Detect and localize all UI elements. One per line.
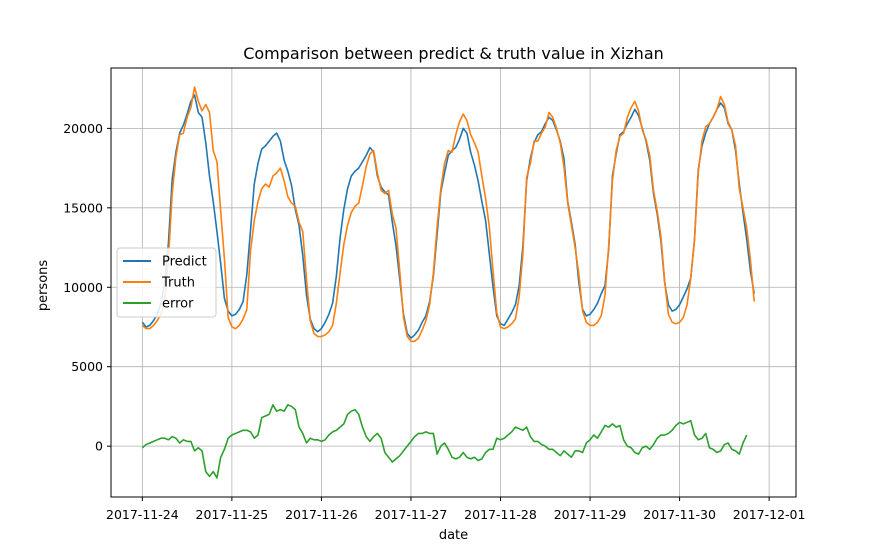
x-tick-label: 2017-12-01 bbox=[733, 507, 806, 522]
x-axis-ticks: 2017-11-24 2017-11-25 2017-11-26 2017-11-27… bbox=[106, 497, 805, 522]
legend-label: Predict bbox=[162, 255, 207, 270]
y-tick-label: 15000 bbox=[63, 200, 103, 215]
x-tick-label: 2017-11-24 bbox=[106, 507, 179, 522]
x-axis-label: date bbox=[439, 528, 468, 543]
x-tick-label: 2017-11-30 bbox=[643, 507, 716, 522]
x-tick-label: 2017-11-26 bbox=[285, 507, 358, 522]
legend-box bbox=[116, 247, 217, 318]
chart-title: Comparison between predict & truth value… bbox=[243, 44, 664, 63]
x-tick-label: 2017-11-27 bbox=[375, 507, 448, 522]
y-axis-ticks: 0 5000 10000 15000 20000 bbox=[63, 121, 111, 454]
legend-label: Truth bbox=[161, 276, 195, 291]
y-tick-label: 0 bbox=[95, 439, 103, 454]
y-tick-label: 5000 bbox=[71, 359, 103, 374]
legend-label: error bbox=[162, 297, 194, 312]
legend: Predict Truth error bbox=[116, 247, 217, 318]
x-tick-label: 2017-11-28 bbox=[464, 507, 537, 522]
y-axis-label: persons bbox=[36, 260, 51, 312]
series-lines bbox=[141, 86, 756, 479]
x-tick-label: 2017-11-25 bbox=[196, 507, 269, 522]
plot-frame bbox=[110, 67, 797, 498]
y-tick-label: 20000 bbox=[63, 121, 103, 136]
series-line-truth bbox=[141, 86, 756, 343]
y-tick-label: 10000 bbox=[63, 280, 103, 295]
series-line-error bbox=[141, 404, 748, 479]
x-tick-label: 2017-11-29 bbox=[554, 507, 627, 522]
